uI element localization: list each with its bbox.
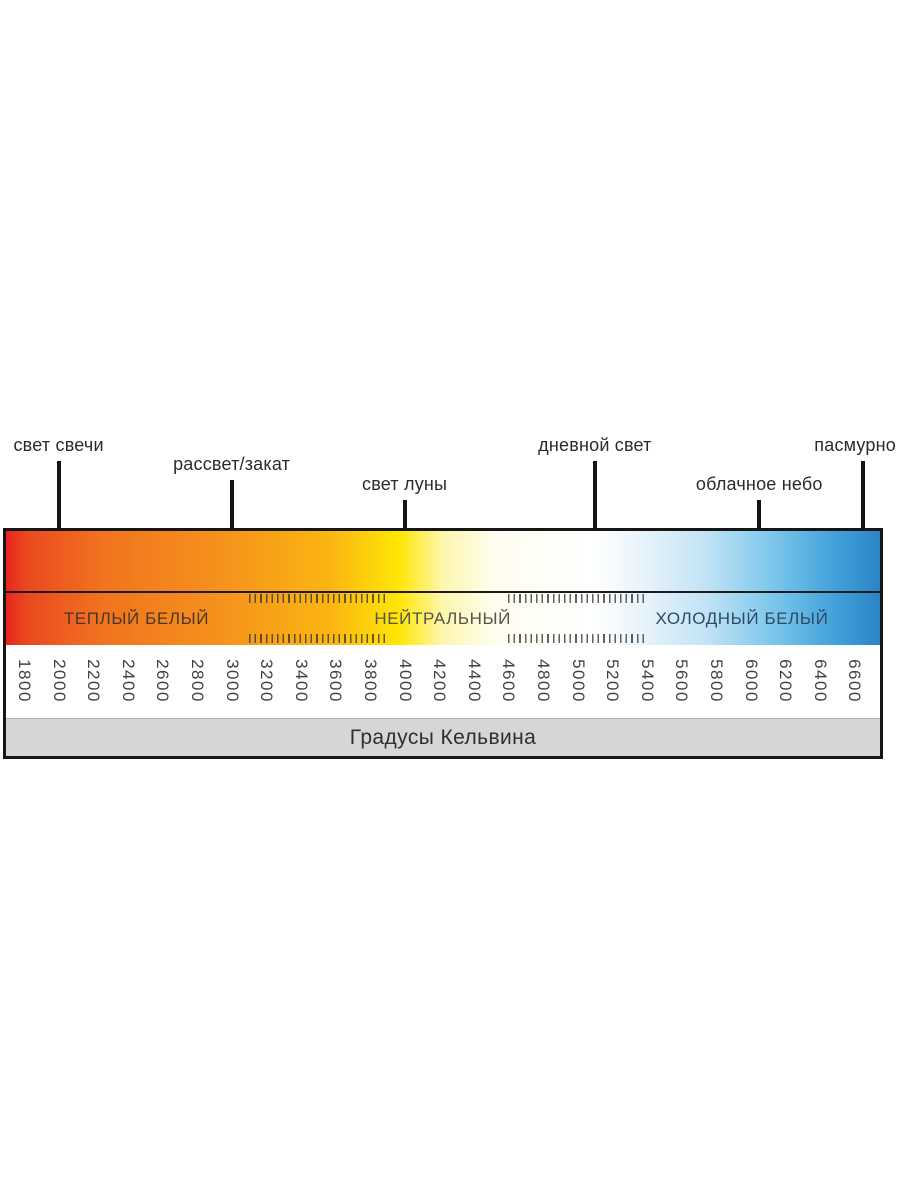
marker-label: облачное небо (695, 474, 823, 494)
kelvin-scale-number: 2800 (188, 659, 207, 703)
marker-label: рассвет/закат (173, 454, 291, 474)
kelvin-scale-number: 5000 (568, 659, 588, 703)
transition-hatch-marks (508, 594, 647, 603)
kelvin-scale-number: 2600 (153, 659, 173, 703)
kelvin-scale-number: 4000 (395, 659, 415, 703)
kelvin-scale-number: 3200 (257, 659, 277, 703)
color-temperature-gradient-bar: ТЕПЛЫЙ БЕЛЫЙ НЕЙТРАЛЬНЫЙ ХОЛОДНЫЙ БЕЛЫЙ (6, 531, 880, 645)
kelvin-scale-number: 2400 (118, 659, 138, 703)
marker-stem (861, 461, 866, 561)
kelvin-scale-number: 2000 (49, 659, 69, 703)
kelvin-scale-number: 4200 (430, 659, 450, 703)
kelvin-scale-number: 3000 (222, 659, 242, 703)
kelvin-scale-number: 3600 (326, 659, 346, 703)
kelvin-scale-number: 6600 (845, 659, 865, 703)
kelvin-scale-band: 1800 2000 2200 2400 2600 2800 3000 3200 3400 3600… (6, 645, 880, 718)
kelvin-scale-number: 3800 (361, 659, 380, 703)
zone-label-band: ТЕПЛЫЙ БЕЛЫЙ НЕЙТРАЛЬНЫЙ ХОЛОДНЫЙ БЕЛЫЙ (6, 593, 880, 645)
kelvin-scale-number: 3400 (291, 659, 311, 703)
kelvin-scale-number: 5400 (637, 659, 657, 703)
marker-stem (56, 461, 61, 561)
kelvin-scale-number: 6000 (741, 659, 761, 703)
kelvin-scale-number: 4600 (499, 659, 519, 703)
marker-label: дневной свет (538, 435, 652, 455)
transition-hatch-marks (248, 594, 388, 603)
kelvin-scale-number: 6200 (776, 659, 796, 703)
transition-hatch-marks (248, 634, 388, 643)
kelvin-scale-number: 6400 (810, 659, 830, 703)
marker-label: свет свечи (13, 435, 104, 455)
kelvin-scale-number: 4400 (464, 659, 484, 703)
marker-dots-row (6, 531, 880, 593)
kelvin-scale-number: 5600 (672, 659, 692, 703)
kelvin-scale-number: 2200 (84, 659, 104, 703)
kelvin-axis-title: Градусы Кельвина (349, 725, 537, 749)
zone-label: НЕЙТРАЛЬНЫЙ (374, 609, 511, 628)
transition-hatch-marks (508, 634, 647, 643)
kelvin-scale-number: 5800 (707, 659, 726, 703)
marker-stem (592, 461, 597, 561)
marker-label: пасмурно (814, 435, 896, 455)
marker-stem (229, 480, 234, 561)
kelvin-chart: ТЕПЛЫЙ БЕЛЫЙ НЕЙТРАЛЬНЫЙ ХОЛОДНЫЙ БЕЛЫЙ 18… (3, 528, 883, 759)
kelvin-footer-bar: Градусы Кельвина (6, 718, 880, 756)
kelvin-scale-number: 5200 (603, 659, 623, 703)
kelvin-scale-number: 1800 (15, 659, 34, 703)
marker-label: свет луны (361, 474, 448, 494)
kelvin-scale-number: 4800 (534, 659, 553, 703)
zone-label: ТЕПЛЫЙ БЕЛЫЙ (63, 609, 210, 628)
zone-label: ХОЛОДНЫЙ БЕЛЫЙ (655, 609, 829, 628)
